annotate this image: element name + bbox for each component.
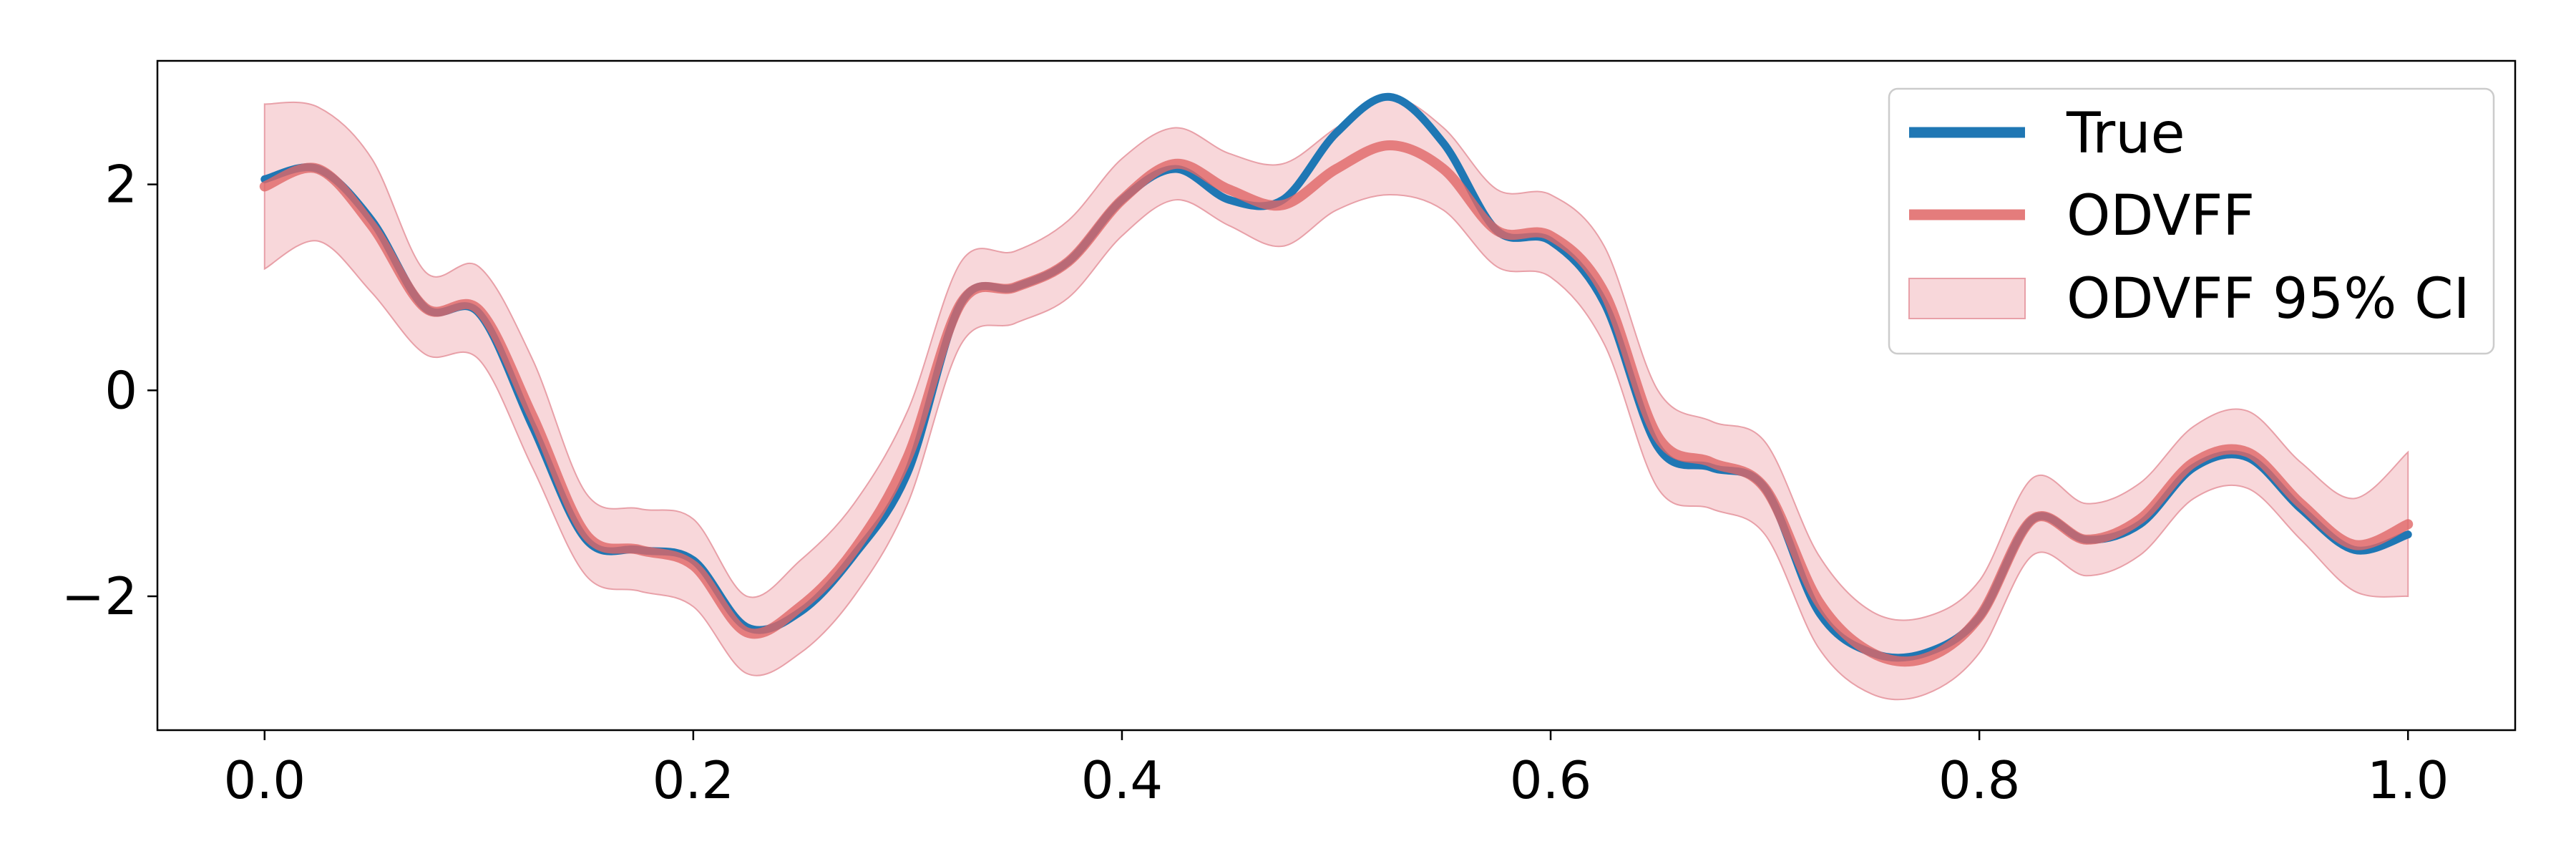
x-tick-label: 0.6 [1510,750,1592,810]
series-layer [259,92,2414,667]
x-tick-label: 1.0 [2367,750,2449,810]
x-tick-label: 0.4 [1081,750,1163,810]
x-tick-label: 0.8 [1938,750,2021,810]
legend-label-odvff: ODVFF [2067,184,2255,248]
series-line-odvff [259,140,2414,667]
y-axis: −2 0 2 [62,155,157,626]
legend-swatch-odvff-ci [1908,278,2026,319]
legend-label-odvff-ci: ODVFF 95% CI [2067,267,2470,331]
y-tick-label: −2 [62,566,137,626]
legend-box [1888,87,2495,355]
confidence-band-layer [263,96,2409,701]
y-tick-label: 0 [104,360,137,420]
x-tick-label: 0.2 [653,750,735,810]
confidence-band-area [263,96,2409,701]
legend-label-true: True [2066,102,2185,166]
x-axis: 0.0 0.2 0.4 0.6 0.8 1.0 [224,730,2449,810]
plot-frame [156,59,2517,732]
legend: True ODVFF ODVFF 95% CI [1888,87,2495,355]
y-tick-label: 2 [104,155,137,215]
x-tick-label: 0.0 [224,750,306,810]
